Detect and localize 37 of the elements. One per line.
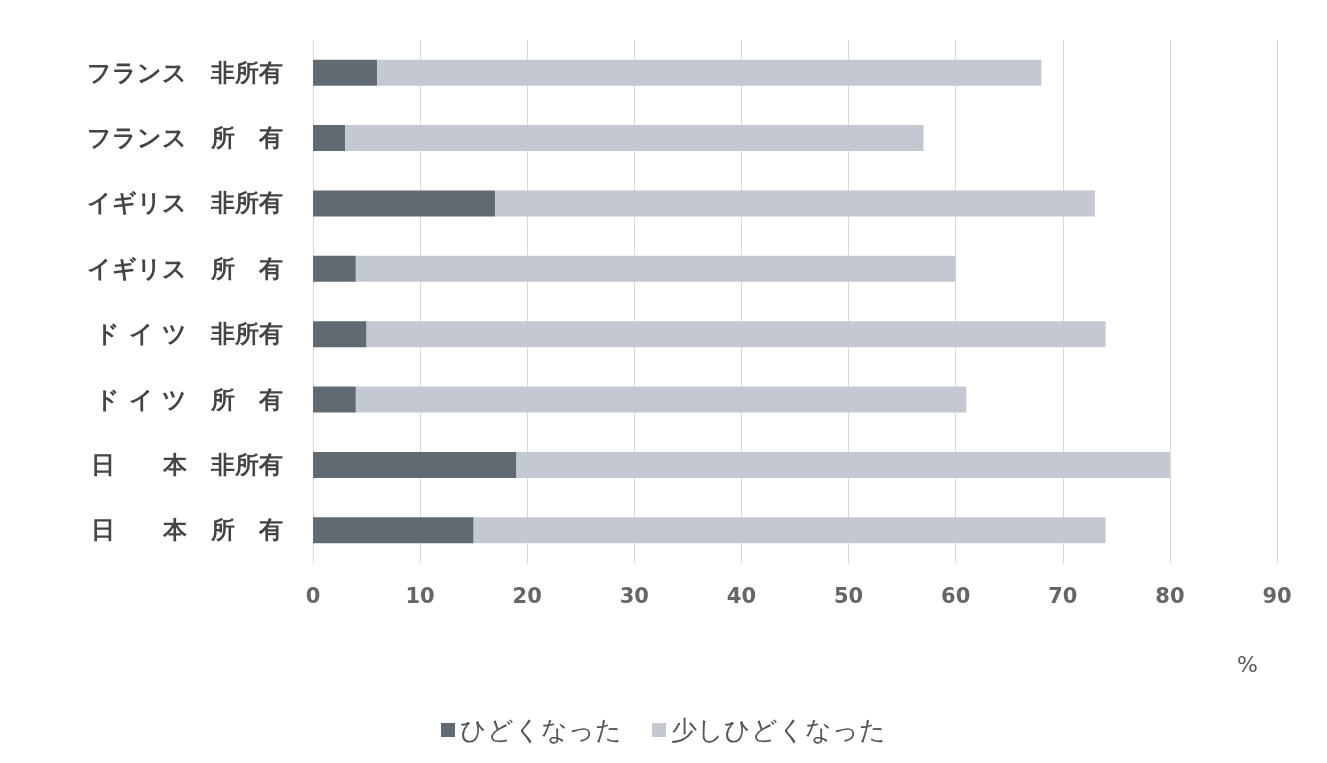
x-tick-label: 80 — [1155, 583, 1185, 608]
legend-label: ひどくなった — [460, 715, 622, 745]
bar — [495, 190, 1095, 217]
bar — [313, 59, 378, 86]
bar — [355, 386, 967, 413]
bar — [377, 59, 1042, 86]
x-tick-label: 30 — [619, 583, 649, 608]
bar — [313, 190, 496, 217]
x-tick-label: 90 — [1262, 583, 1292, 608]
bar — [366, 321, 1106, 348]
bar — [345, 125, 924, 152]
x-tick-label: 40 — [726, 583, 757, 608]
y-tick-label: フランス 所 有 — [87, 124, 283, 153]
bar — [516, 451, 1170, 478]
y-tick-label: 日 本 所 有 — [91, 516, 283, 545]
x-tick-label: 50 — [833, 583, 864, 608]
legend-label: 少しひどくなった — [671, 715, 886, 745]
x-tick-label: 10 — [405, 583, 435, 608]
bar — [473, 517, 1106, 544]
x-tick-label: 0 — [305, 583, 321, 608]
y-tick-label: イギリス 所 有 — [87, 254, 283, 283]
y-tick-label: ド イ ツ 所 有 — [95, 385, 283, 414]
bar — [313, 255, 356, 282]
y-tick-label: イギリス 非所有 — [87, 189, 283, 218]
bar — [313, 321, 367, 348]
y-tick-label: フランス 非所有 — [87, 58, 283, 87]
bar — [313, 517, 474, 544]
x-tick-label: 20 — [512, 583, 542, 608]
x-tick-label: 70 — [1048, 583, 1078, 608]
x-tick-label: 60 — [941, 583, 971, 608]
bar — [313, 386, 356, 413]
x-axis-title: % — [1237, 651, 1258, 677]
y-tick-label: ド イ ツ 非所有 — [95, 320, 283, 349]
bar — [355, 255, 956, 282]
y-tick-label: 日 本 非所有 — [91, 450, 283, 479]
bar — [313, 125, 346, 152]
bar — [313, 451, 517, 478]
